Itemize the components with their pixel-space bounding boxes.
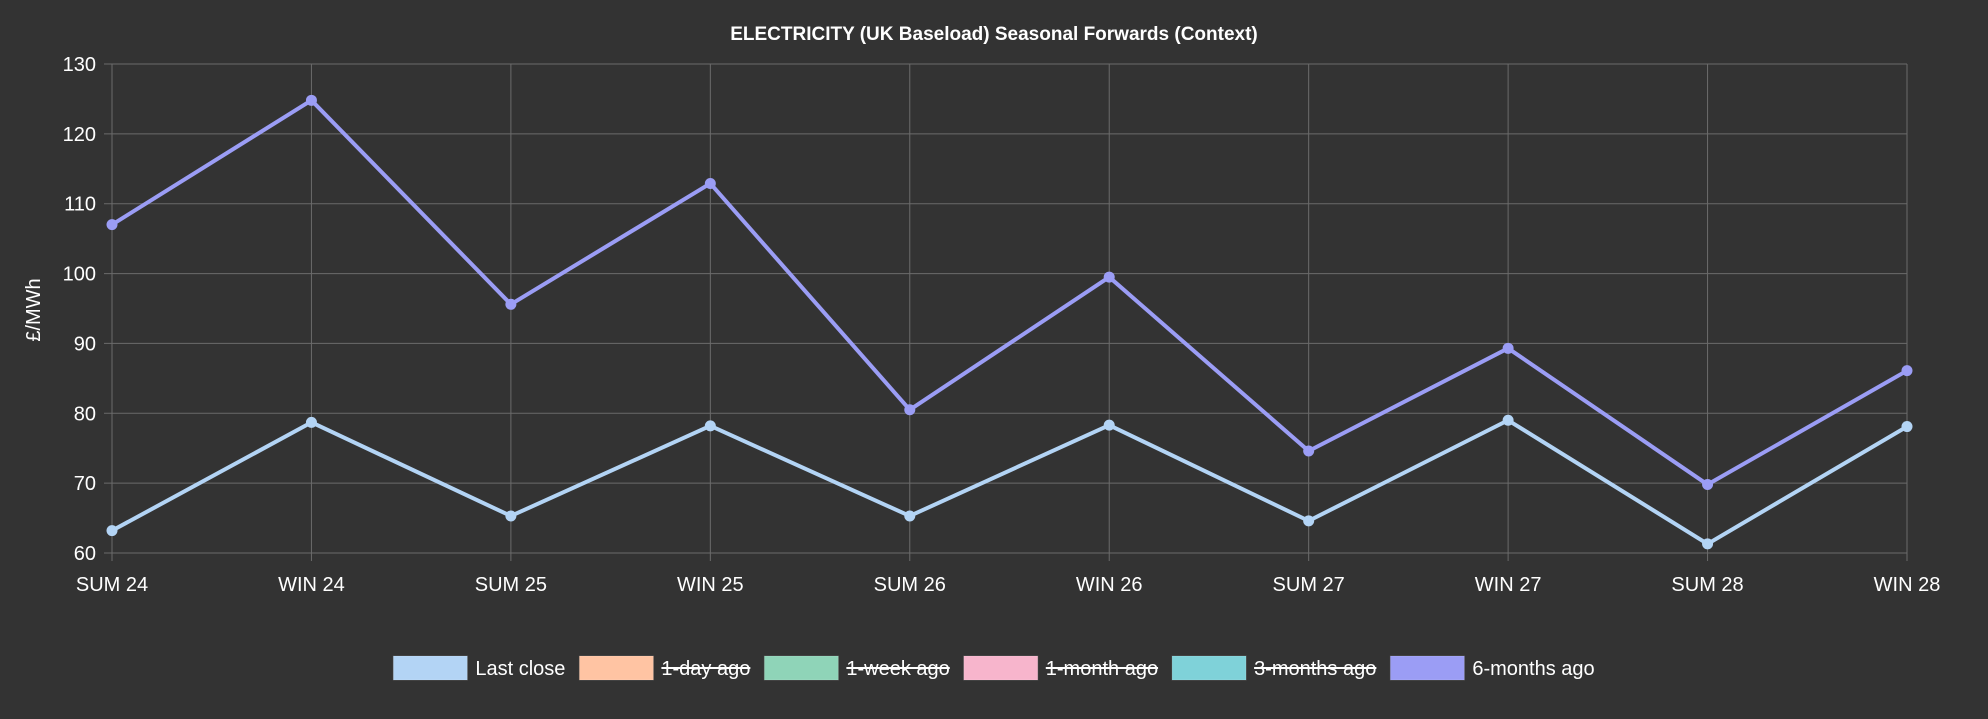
legend-label: 6-months ago [1472, 658, 1594, 680]
data-point[interactable] [1303, 515, 1315, 527]
data-point[interactable] [1901, 421, 1913, 433]
legend-swatch [763, 655, 839, 681]
series-last-close [106, 414, 1913, 550]
data-point[interactable] [305, 94, 317, 106]
legend-swatch [1389, 655, 1465, 681]
y-axis-title: £/MWh [23, 278, 45, 341]
data-point[interactable] [904, 404, 916, 416]
y-tick-label: 80 [74, 403, 96, 425]
y-tick-label: 70 [74, 473, 96, 495]
data-point[interactable] [106, 525, 118, 537]
y-tick-label: 100 [63, 264, 96, 286]
series-line [111, 418, 1909, 546]
x-tick-label: WIN 26 [1076, 574, 1143, 596]
legend: Last close 1-day ago 1-week ago 1-month ago… [392, 655, 1595, 681]
x-tick-label: WIN 25 [677, 574, 744, 596]
data-point[interactable] [1303, 445, 1315, 457]
x-tick-label: SUM 24 [76, 574, 148, 596]
x-tick-label: SUM 25 [475, 574, 547, 596]
x-tick-label: SUM 26 [874, 574, 946, 596]
x-axis-ticks: SUM 24 WIN 24 SUM 25 WIN 25 SUM 26 WIN 26 SUM … [76, 574, 1940, 596]
grid [104, 63, 1908, 561]
legend-swatch [392, 655, 468, 681]
x-tick-label: SUM 27 [1273, 574, 1345, 596]
legend-item-1-day-ago[interactable]: 1-day ago [578, 655, 751, 681]
y-tick-label: 60 [74, 543, 96, 565]
series-6-months-ago [106, 94, 1913, 491]
data-point[interactable] [1502, 342, 1514, 354]
data-point[interactable] [1702, 479, 1714, 491]
data-point[interactable] [704, 177, 716, 189]
data-point[interactable] [1103, 419, 1115, 431]
data-point[interactable] [505, 298, 517, 310]
data-point[interactable] [1702, 538, 1714, 550]
x-tick-label: WIN 28 [1874, 574, 1941, 596]
legend-swatch [1171, 655, 1247, 681]
legend-item-1-month-ago[interactable]: 1-month ago [963, 655, 1159, 681]
y-tick-label: 90 [74, 333, 96, 355]
legend-item-6-months-ago[interactable]: 6-months ago [1389, 655, 1595, 681]
data-point[interactable] [305, 416, 317, 428]
data-point[interactable] [704, 420, 716, 432]
legend-item-1-week-ago[interactable]: 1-week ago [763, 655, 950, 681]
data-point[interactable] [1103, 271, 1115, 283]
y-tick-label: 130 [63, 54, 96, 76]
data-point[interactable] [1502, 414, 1514, 426]
legend-item-last-close[interactable]: Last close [392, 655, 565, 681]
y-tick-label: 110 [64, 194, 96, 216]
legend-label: Last close [475, 658, 565, 680]
x-tick-label: WIN 27 [1475, 574, 1542, 596]
data-point[interactable] [505, 510, 517, 522]
series-layer [106, 94, 1913, 550]
y-axis-ticks: 60 70 80 90 100 110 120 130 [63, 54, 96, 565]
data-point[interactable] [1901, 365, 1913, 377]
x-tick-label: WIN 24 [278, 574, 345, 596]
legend-item-3-months-ago[interactable]: 3-months ago [1171, 655, 1377, 681]
legend-swatch [578, 655, 654, 681]
legend-swatch [963, 655, 1039, 681]
data-point[interactable] [904, 510, 916, 522]
data-point[interactable] [106, 219, 118, 231]
y-tick-label: 120 [63, 124, 96, 146]
chart-title: ELECTRICITY (UK Baseload) Seasonal Forwa… [730, 24, 1258, 45]
x-tick-label: SUM 28 [1671, 574, 1743, 596]
series-line [110, 98, 1908, 487]
